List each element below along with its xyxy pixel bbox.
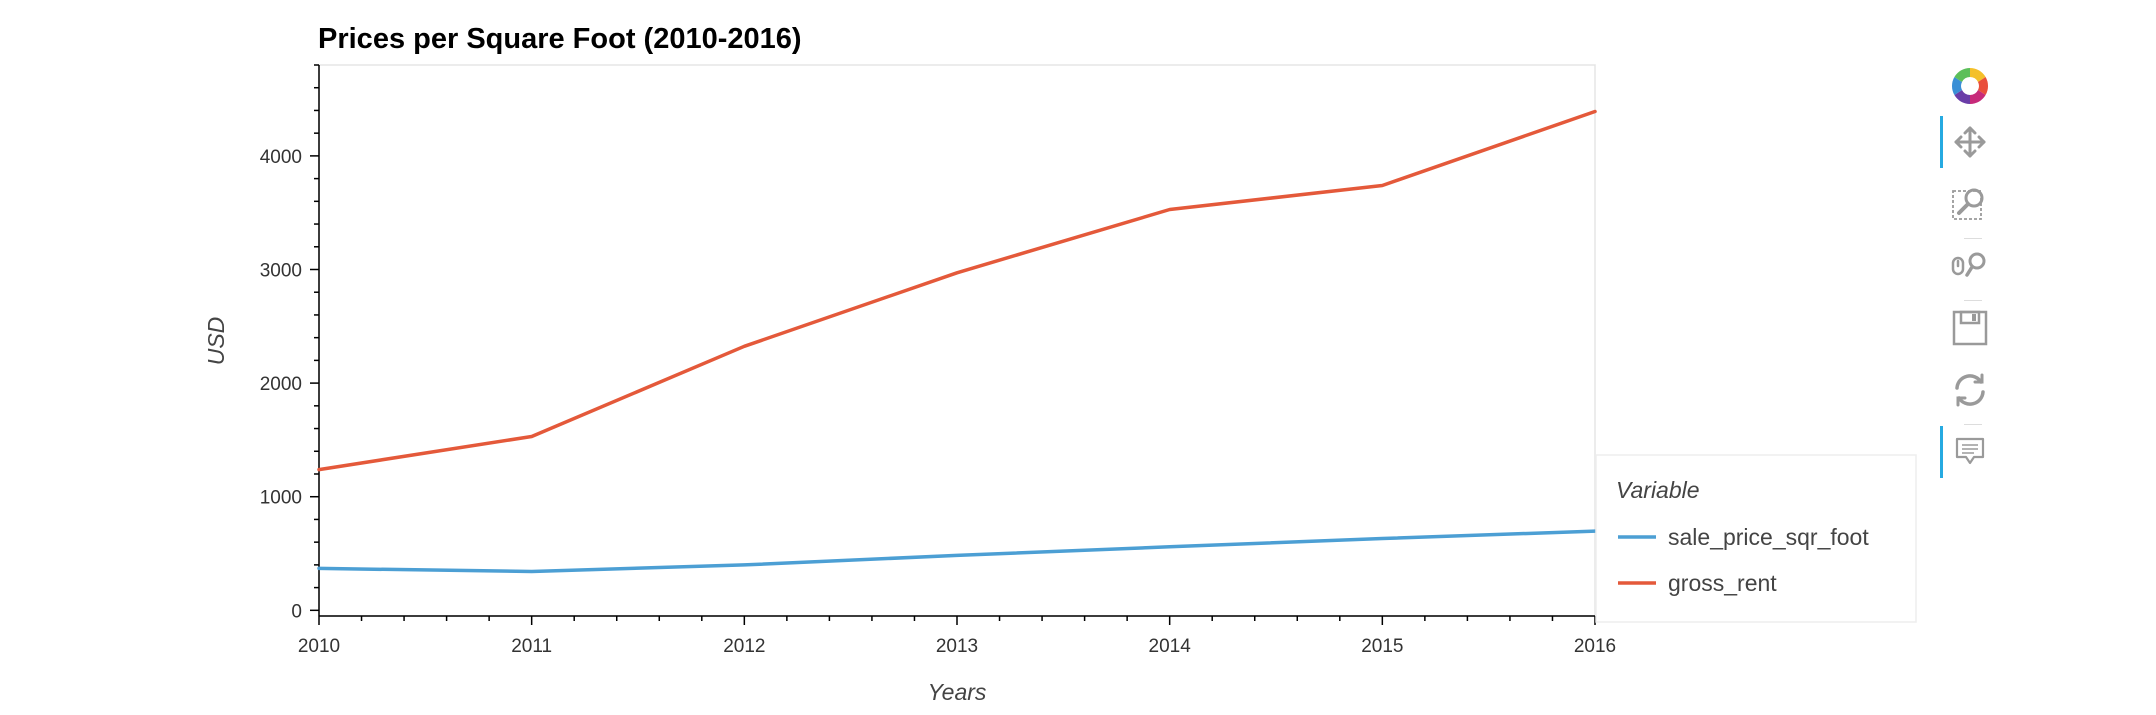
chart-title: Prices per Square Foot (2010-2016)	[318, 23, 802, 55]
y-tick-label: 4000	[260, 147, 302, 168]
series-line-gross_rent	[317, 109, 1597, 472]
x-tick-label: 2010	[298, 636, 340, 657]
y-axis: 0 1000 2000 3000 4000	[260, 64, 320, 622]
reset-tool-icon[interactable]	[1940, 364, 2000, 416]
x-tick-label: 2015	[1361, 636, 1403, 657]
x-tick-label: 2014	[1149, 636, 1192, 657]
x-tick-label: 2013	[936, 636, 978, 657]
legend-title: Variable	[1616, 477, 1700, 503]
y-tick-label: 1000	[260, 488, 302, 509]
hover-tool-icon[interactable]	[1940, 426, 2000, 478]
save-tool-icon[interactable]	[1940, 302, 2000, 354]
y-axis-title: USD	[203, 317, 229, 366]
y-tick-label: 3000	[260, 260, 302, 281]
y-tick-label: 2000	[260, 374, 302, 395]
legend-label: gross_rent	[1668, 570, 1777, 596]
legend: Variable sale_price_sqr_foot gross_rent	[1595, 454, 1917, 623]
series-line-sale_price_sqr_foot	[317, 529, 1597, 574]
x-tick-label: 2016	[1574, 636, 1616, 657]
x-axis: 2010 2011 2012 2013 2014 2015 2016	[298, 615, 1616, 657]
x-tick-label: 2011	[511, 636, 552, 657]
legend-label: sale_price_sqr_foot	[1668, 524, 1869, 550]
plot-frame	[318, 64, 1596, 617]
legend-items: sale_price_sqr_foot gross_rent	[1618, 524, 1869, 596]
bokeh-logo-icon[interactable]	[1940, 60, 2000, 112]
series-layer	[317, 109, 1597, 574]
y-tick-label: 0	[291, 601, 302, 622]
box-zoom-tool-icon[interactable]	[1940, 178, 2000, 230]
x-tick-label: 2012	[723, 636, 765, 657]
x-axis-title: Years	[928, 679, 987, 705]
wheel-zoom-tool-icon[interactable]	[1940, 240, 2000, 292]
pan-tool-icon[interactable]	[1940, 116, 2000, 168]
